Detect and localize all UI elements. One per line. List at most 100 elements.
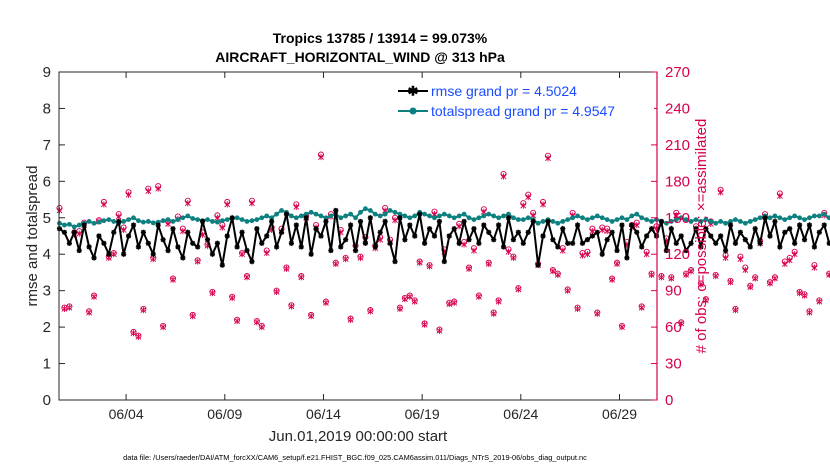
- totalspread-point: [145, 219, 151, 224]
- totalspread-point: [66, 221, 72, 227]
- assimilated-obs-point: [239, 251, 245, 258]
- totalspread-point: [624, 217, 630, 223]
- totalspread-point: [437, 213, 442, 219]
- rmse-point: [224, 233, 230, 239]
- rmse-point: [545, 218, 551, 225]
- assimilated-obs-point: [816, 298, 823, 305]
- assimilated-obs-point: [510, 254, 517, 261]
- totalspread-point: [303, 211, 309, 217]
- y-left-tick-label: 8: [43, 100, 51, 117]
- totalspread-point: [358, 209, 363, 215]
- rmse-point: [466, 237, 472, 243]
- assimilated-obs-point: [76, 230, 83, 237]
- assimilated-obs-point: [801, 292, 808, 299]
- assimilated-obs-point: [791, 251, 798, 258]
- assimilated-obs-point: [288, 303, 295, 310]
- rmse-line: [58, 210, 830, 266]
- y-left-tick-label: 7: [43, 137, 51, 154]
- rmse-point: [471, 226, 477, 232]
- assimilated-obs-point: [91, 293, 97, 300]
- assimilated-obs-point: [466, 265, 472, 272]
- assimilated-obs-point: [155, 185, 162, 192]
- rmse-point: [777, 244, 783, 250]
- totalspread-point: [673, 217, 679, 223]
- rmse-point: [185, 229, 191, 235]
- assimilated-obs-point: [545, 155, 551, 162]
- assimilated-obs-point: [712, 272, 719, 280]
- totalspread-point: [599, 215, 605, 221]
- rmse-point: [565, 240, 571, 246]
- rmse-point: [599, 251, 605, 257]
- rmse-point: [614, 247, 620, 254]
- totalspread-point: [160, 218, 166, 224]
- totalspread-point: [797, 215, 802, 221]
- rmse-point: [121, 251, 127, 257]
- rmse-point: [91, 255, 97, 261]
- rmse-point: [476, 240, 482, 246]
- axis-layer: 06/04 06/09 06/14 06/19 06/24 06/29 0 1 2 3 4 5 6 7 8 9…: [43, 64, 690, 422]
- rmse-point: [293, 222, 299, 228]
- rmse-point: [431, 233, 438, 239]
- totalspread-point: [195, 217, 201, 223]
- rmse-point: [683, 247, 689, 254]
- rmse-point: [678, 233, 684, 239]
- rmse-point: [634, 229, 640, 235]
- assimilated-obs-point: [332, 260, 339, 268]
- rmse-point: [190, 240, 196, 246]
- rmse-point: [249, 258, 255, 265]
- totalspread-point: [422, 211, 428, 217]
- rmse-point: [357, 218, 364, 225]
- rmse-point: [71, 229, 77, 235]
- totalspread-point: [224, 217, 230, 223]
- totalspread-point: [136, 218, 141, 224]
- totalspread-point: [210, 219, 215, 224]
- x-tick-label: 06/09: [207, 406, 242, 422]
- totalspread-point: [688, 219, 694, 224]
- rmse-point: [303, 215, 309, 221]
- rmse-point: [792, 240, 798, 246]
- rmse-point: [486, 229, 492, 235]
- totalspread-point: [787, 215, 793, 221]
- totalspread-point: [471, 217, 477, 223]
- rmse-point: [693, 226, 699, 232]
- rmse-point: [125, 233, 132, 239]
- assimilated-obs-point: [722, 254, 729, 261]
- totalspread-point: [254, 217, 260, 223]
- rmse-point: [713, 240, 719, 246]
- totalspread-point: [91, 220, 97, 226]
- totalspread-point: [288, 213, 294, 219]
- totalspread-point: [723, 220, 728, 226]
- rmse-point: [560, 226, 566, 232]
- assimilated-obs-point: [86, 309, 93, 316]
- legend-rmse-label: rmse grand pr = 4.5024: [431, 83, 577, 99]
- assimilated-obs-point: [826, 271, 830, 278]
- assimilated-obs-point: [456, 223, 463, 230]
- totalspread-point: [363, 206, 368, 212]
- totalspread-point: [777, 215, 783, 221]
- chart-title-line2: AIRCRAFT_HORIZONTAL_WIND @ 313 hPa: [215, 49, 505, 65]
- rmse-point: [61, 229, 68, 235]
- totalspread-point: [511, 215, 516, 221]
- rmse-point: [111, 229, 117, 235]
- rmse-point: [461, 218, 467, 225]
- totalspread-point: [175, 217, 181, 223]
- y-right-tick-label: 270: [665, 64, 690, 81]
- totalspread-point: [515, 217, 521, 223]
- totalspread-point: [170, 219, 176, 224]
- assimilated-obs-point: [436, 327, 443, 334]
- totalspread-point: [214, 219, 220, 225]
- rmse-point: [318, 233, 324, 239]
- y-right-tick-label: 120: [665, 246, 690, 263]
- rmse-point: [81, 222, 87, 228]
- assimilated-obs-point: [490, 310, 497, 317]
- totalspread-point: [496, 215, 502, 221]
- totalspread-point: [348, 211, 353, 217]
- assimilated-obs-point: [323, 299, 329, 306]
- assimilated-obs-point: [564, 287, 571, 294]
- rmse-point: [426, 226, 433, 232]
- rmse-point: [382, 218, 388, 225]
- rmse-point: [283, 211, 290, 217]
- assimilated-obs-point: [520, 202, 527, 209]
- rmse-point: [145, 240, 151, 246]
- assimilated-obs-point: [633, 221, 640, 229]
